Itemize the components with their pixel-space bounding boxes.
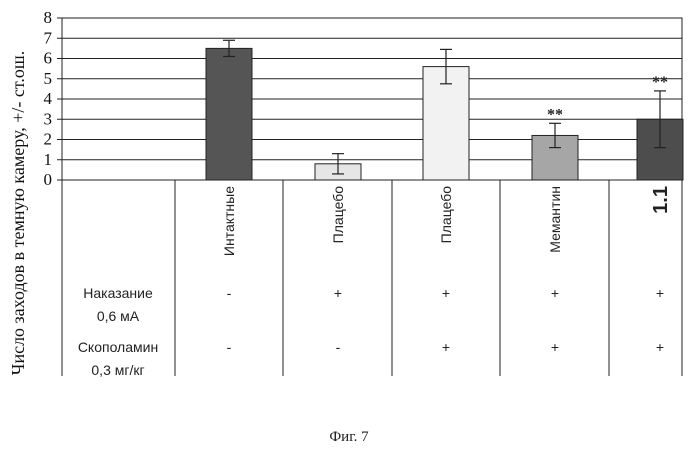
y-tick-label: 2 bbox=[44, 130, 53, 149]
row-label-punishment-line1: Наказание bbox=[83, 285, 153, 301]
row-label-scopolamine-line1: Скополамин bbox=[78, 339, 158, 355]
y-tick-label: 6 bbox=[44, 49, 53, 68]
category-label: 1.1 bbox=[650, 186, 672, 214]
table-sign: + bbox=[656, 285, 664, 301]
row-label-scopolamine-line2: 0,3 мг/кг bbox=[91, 362, 144, 378]
bar bbox=[206, 48, 252, 180]
category-labels: Интактные Плацебо Плацебо Мемантин 1.1 bbox=[221, 186, 672, 256]
table-sign: - bbox=[227, 285, 232, 301]
category-label: Плацебо bbox=[438, 186, 454, 244]
significance-star: ** bbox=[652, 74, 668, 91]
row-label-punishment-line2: 0,6 мА bbox=[97, 308, 140, 324]
y-tick-label: 0 bbox=[44, 170, 53, 189]
category-label: Плацебо bbox=[330, 186, 346, 244]
table-sign: + bbox=[551, 285, 559, 301]
table-sign: + bbox=[551, 339, 559, 355]
category-label: Мемантин bbox=[547, 186, 563, 253]
table-sign: - bbox=[336, 339, 341, 355]
table-sign: + bbox=[656, 339, 664, 355]
y-tick-label: 7 bbox=[44, 28, 53, 47]
significance-star: ** bbox=[547, 106, 563, 123]
y-tick-label: 1 bbox=[44, 150, 53, 169]
gridlines bbox=[62, 18, 682, 180]
y-axis-title: Число заходов в темную камеру, +/- ст.ош… bbox=[8, 51, 28, 376]
bars bbox=[206, 48, 683, 180]
table-sign: + bbox=[442, 285, 450, 301]
y-tick-label: 4 bbox=[44, 89, 53, 108]
figure-caption: Фиг. 7 bbox=[329, 429, 369, 445]
y-tick-label: 5 bbox=[44, 69, 53, 88]
y-tick-label: 3 bbox=[44, 109, 53, 128]
y-tick-label: 8 bbox=[44, 8, 53, 27]
table-sign: - bbox=[227, 339, 232, 355]
table-signs: - + + + + - - + + + bbox=[227, 285, 664, 355]
y-axis-ticks: 012 3456 78 bbox=[44, 8, 63, 189]
category-label: Интактные bbox=[221, 186, 237, 256]
table-sign: + bbox=[334, 285, 342, 301]
table-sign: + bbox=[442, 339, 450, 355]
